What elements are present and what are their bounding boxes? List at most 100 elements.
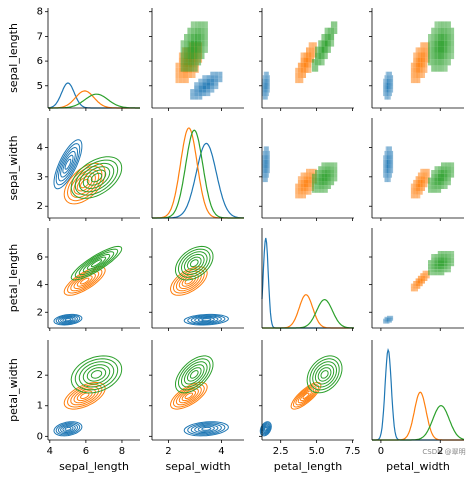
hist-cell — [413, 194, 416, 199]
hist-cell — [415, 78, 418, 84]
hist-cell — [218, 75, 223, 79]
kde-contour — [57, 146, 79, 182]
hist-cell — [441, 34, 445, 41]
hist-cell — [187, 40, 191, 47]
hist-cell — [324, 173, 328, 178]
hist-cell — [387, 92, 389, 97]
hist-cell — [391, 78, 394, 83]
hist-cell — [389, 82, 391, 86]
hist-cell — [437, 272, 442, 276]
hist-cell — [415, 57, 418, 63]
hist-cell — [413, 62, 416, 68]
hist-cell — [389, 150, 391, 156]
kde-contour — [62, 317, 74, 323]
hist-cell — [214, 82, 219, 86]
hist-cell — [447, 251, 451, 254]
hist-cell — [303, 57, 306, 63]
hist-cell — [437, 181, 442, 186]
hist-cell — [437, 189, 442, 193]
y-axis-label: sepal_length — [7, 23, 20, 93]
hist-cell — [266, 150, 268, 156]
hist-cell — [385, 159, 387, 165]
hist-cell — [264, 159, 266, 165]
hist-cell — [267, 155, 269, 160]
hist-cell — [385, 150, 387, 156]
hist-cell — [428, 260, 432, 264]
hist-cell — [388, 317, 390, 319]
hist-cell — [390, 150, 392, 156]
hist-cell — [327, 162, 331, 167]
hist-cell — [434, 257, 438, 261]
hist-cell — [391, 164, 394, 169]
hist-cell — [450, 46, 455, 53]
hist-cell — [422, 57, 425, 63]
hist-cell — [268, 168, 270, 174]
hist-cell — [300, 67, 304, 73]
hist-cell — [194, 96, 199, 100]
hist-cell — [330, 34, 335, 41]
hist-cell — [388, 321, 390, 323]
hist-cell — [431, 46, 435, 53]
hist-cell — [437, 251, 442, 254]
hist-cell — [425, 168, 428, 173]
hist-cell — [422, 52, 425, 58]
hist-cell — [266, 85, 268, 90]
hist-cell — [194, 65, 198, 72]
hist-cell — [444, 162, 448, 167]
hist-cell — [391, 85, 394, 90]
hist-cell — [383, 164, 385, 169]
hist-cell — [385, 319, 387, 321]
hist-cell — [441, 181, 445, 186]
hist-cell — [415, 62, 418, 68]
kde-contour — [189, 370, 199, 379]
hist-cell — [410, 62, 414, 68]
hist-cell — [441, 260, 445, 264]
hist-cell — [417, 281, 421, 284]
hist-cell — [422, 176, 425, 180]
hist-cell — [262, 168, 264, 174]
hist-cell — [297, 191, 301, 195]
hist-cell — [450, 260, 455, 264]
kde-contour — [189, 259, 199, 268]
kde-contour — [79, 277, 90, 285]
hist-cell — [387, 318, 389, 320]
kde-contour — [53, 139, 83, 190]
kde-contour — [79, 178, 90, 189]
hist-cell — [194, 34, 198, 41]
hist-cell — [267, 89, 269, 93]
kde-contour — [76, 175, 93, 192]
kde-contour — [79, 392, 90, 399]
kde-contour — [63, 266, 106, 296]
hist-cell — [185, 72, 189, 78]
kde-contour — [62, 154, 74, 174]
hist-cell — [444, 52, 448, 60]
hist-cell — [218, 71, 223, 76]
hist-cell — [185, 78, 189, 84]
hist-cell — [198, 92, 203, 97]
panel: 2 4 6 petal_length — [7, 228, 140, 331]
hist-cell — [300, 57, 304, 63]
hist-cell — [390, 321, 392, 323]
hist-cell — [265, 150, 267, 156]
hist-cell — [384, 319, 386, 321]
kde-contour — [302, 392, 310, 399]
hist-cell — [194, 40, 198, 47]
hist-cell — [387, 159, 389, 165]
panel: 2 3 4 sepal_width — [7, 118, 140, 221]
hist-cell — [266, 71, 268, 76]
hist-cell — [428, 40, 432, 47]
hist-cell — [388, 164, 390, 169]
hist-cell — [388, 168, 390, 174]
hist-cell — [450, 263, 455, 267]
hist-cell — [297, 194, 301, 199]
hist-cell — [306, 183, 309, 188]
hist-cell — [422, 47, 425, 53]
hist-cell — [437, 27, 442, 34]
hist-cell — [266, 89, 268, 93]
panel — [369, 228, 464, 331]
hist-cell — [264, 71, 266, 76]
hist-cell — [387, 320, 389, 322]
hist-cell — [422, 281, 425, 284]
hist-cell — [268, 155, 270, 160]
